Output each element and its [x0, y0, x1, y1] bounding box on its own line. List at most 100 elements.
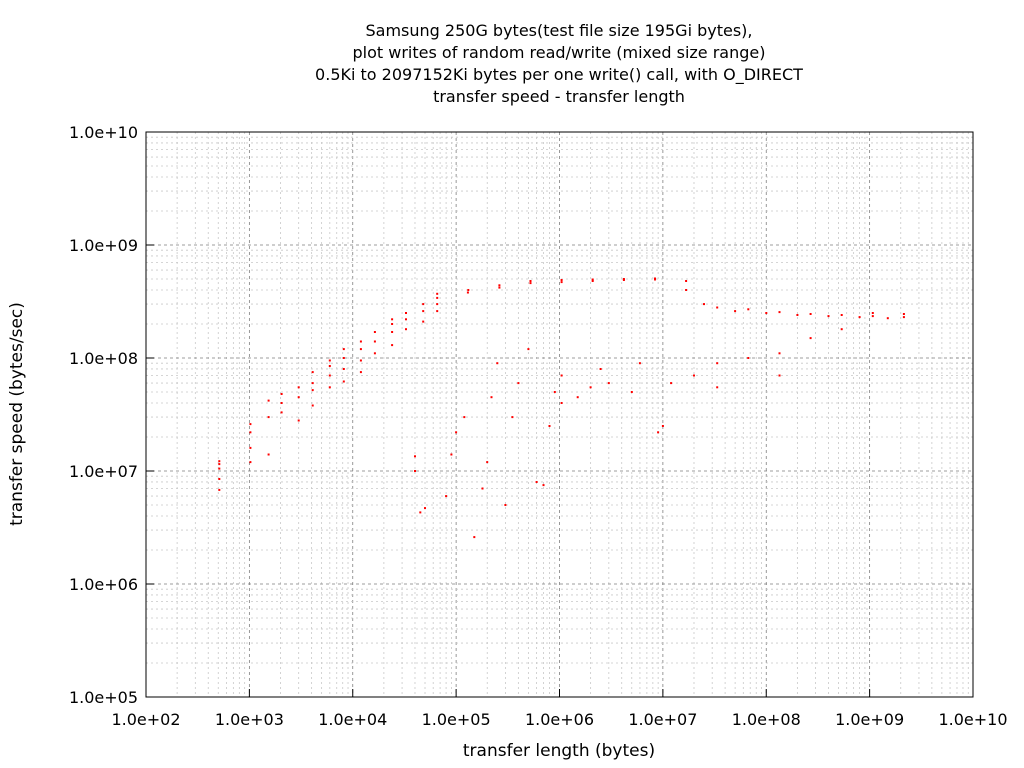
- y-tick-label: 1.0e+07: [69, 462, 138, 481]
- data-point: [297, 396, 300, 399]
- data-point: [591, 280, 594, 282]
- data-point: [886, 317, 889, 320]
- data-point: [796, 314, 799, 316]
- data-point: [527, 348, 530, 351]
- data-point: [311, 371, 314, 374]
- data-point: [297, 419, 300, 422]
- data-point: [685, 289, 688, 291]
- data-point: [359, 371, 362, 374]
- data-point: [424, 507, 426, 510]
- data-point: [553, 391, 556, 393]
- data-point: [311, 389, 314, 392]
- x-axis-ticks: 1.0e+02 1.0e+03 1.0e+04 1.0e+05 1.0e+06 1.0e+…: [111, 689, 1008, 729]
- data-point: [858, 316, 861, 319]
- data-point: [405, 312, 407, 314]
- data-point: [840, 314, 843, 316]
- data-point: [218, 488, 221, 491]
- data-point: [422, 310, 425, 313]
- data-point: [902, 313, 905, 315]
- data-point: [218, 467, 221, 470]
- data-point: [280, 402, 283, 404]
- data-point: [486, 461, 489, 464]
- data-point: [622, 278, 625, 280]
- data-point: [328, 365, 331, 367]
- data-point: [809, 337, 812, 340]
- y-axis-ticks: 1.0e+05 1.0e+06 1.0e+07 1.0e+08 1.0e+09 1.0e+…: [69, 123, 154, 707]
- data-point: [419, 511, 422, 514]
- data-point: [693, 374, 695, 377]
- data-point: [902, 316, 905, 319]
- data-point: [560, 374, 563, 377]
- data-point: [670, 382, 673, 385]
- x-tick-label: 1.0e+10: [938, 710, 1007, 729]
- data-point: [436, 310, 439, 313]
- data-point: [455, 431, 458, 434]
- data-point: [827, 315, 830, 318]
- data-point: [297, 386, 300, 389]
- data-point: [267, 399, 270, 402]
- y-tick-label: 1.0e+09: [69, 236, 138, 255]
- x-tick-label: 1.0e+09: [835, 710, 904, 729]
- chart-title: Samsung 250G bytes(test file size 195Gi …: [315, 21, 803, 106]
- data-point: [391, 318, 394, 321]
- data-point: [373, 352, 376, 355]
- y-tick-label: 1.0e+08: [69, 349, 138, 368]
- data-point: [871, 312, 874, 314]
- data-point: [218, 460, 221, 463]
- x-tick-label: 1.0e+08: [732, 710, 801, 729]
- data-point: [638, 362, 641, 365]
- data-point: [280, 393, 283, 395]
- data-point: [490, 396, 493, 399]
- data-point: [599, 368, 602, 370]
- x-tick-label: 1.0e+02: [111, 710, 180, 729]
- x-tick-label: 1.0e+06: [525, 710, 594, 729]
- data-point: [496, 362, 499, 365]
- data-point: [445, 495, 448, 498]
- data-point: [560, 279, 563, 281]
- data-point: [328, 359, 331, 362]
- data-point: [342, 368, 345, 370]
- data-point: [436, 303, 439, 306]
- data-point: [249, 461, 252, 464]
- data-point: [840, 328, 843, 331]
- data-point: [529, 280, 532, 282]
- data-point: [436, 296, 439, 299]
- x-tick-label: 1.0e+05: [422, 710, 491, 729]
- data-point: [328, 386, 331, 389]
- data-point: [703, 303, 705, 306]
- data-point: [436, 292, 439, 295]
- data-point: [654, 277, 656, 280]
- data-point: [716, 306, 719, 309]
- data-points: [218, 277, 905, 539]
- data-point: [414, 470, 416, 472]
- data-point: [467, 289, 470, 291]
- data-point: [218, 463, 221, 466]
- data-point: [391, 331, 394, 333]
- data-point: [218, 478, 221, 480]
- data-point: [747, 308, 750, 311]
- data-point: [871, 315, 874, 318]
- data-point: [405, 328, 407, 331]
- data-point: [716, 386, 719, 389]
- data-point: [267, 416, 270, 419]
- x-tick-label: 1.0e+04: [318, 710, 387, 729]
- data-point: [778, 311, 781, 314]
- data-point: [342, 348, 345, 351]
- data-point: [734, 310, 737, 313]
- data-point: [311, 404, 314, 407]
- data-point: [342, 380, 345, 383]
- data-point: [342, 357, 345, 359]
- data-point: [498, 286, 501, 289]
- data-point: [548, 425, 551, 427]
- data-point: [481, 487, 484, 490]
- chart-title-line-2: plot writes of random read/write (mixed …: [353, 43, 766, 62]
- data-point: [607, 382, 610, 385]
- data-point: [630, 391, 633, 393]
- data-point: [463, 416, 466, 419]
- data-point: [267, 453, 270, 456]
- data-point: [661, 425, 664, 427]
- data-point: [328, 374, 331, 377]
- data-point: [359, 359, 362, 362]
- data-point: [373, 331, 376, 333]
